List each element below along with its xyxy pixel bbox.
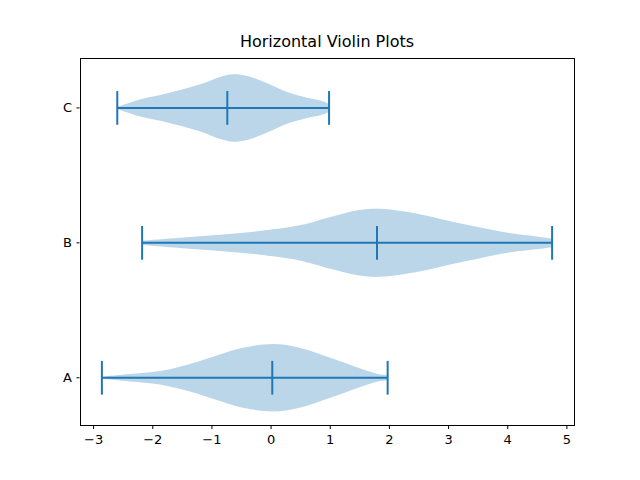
y-tick-label-B: B — [63, 235, 72, 250]
x-tick-label: 5 — [563, 432, 571, 447]
violin-plot-canvas: −3 −2 −1 0 1 2 3 4 5 A B C — [0, 0, 640, 480]
violin-C — [117, 74, 329, 142]
figure: Horizontal Violin Plots −3−2−1012345ABC — [0, 0, 640, 480]
y-tick-label-A: A — [63, 370, 72, 385]
violin-B — [142, 209, 552, 277]
violin-A — [102, 344, 388, 412]
x-tick-label: 2 — [385, 432, 393, 447]
x-tick-label: 0 — [267, 432, 275, 447]
y-tick-label-C: C — [63, 100, 72, 115]
x-tick-label: −1 — [202, 432, 221, 447]
x-tick-label: −3 — [84, 432, 103, 447]
x-tick-label: 4 — [504, 432, 512, 447]
x-tick-label: 3 — [444, 432, 452, 447]
x-tick-label: 1 — [326, 432, 334, 447]
x-tick-label: −2 — [143, 432, 162, 447]
